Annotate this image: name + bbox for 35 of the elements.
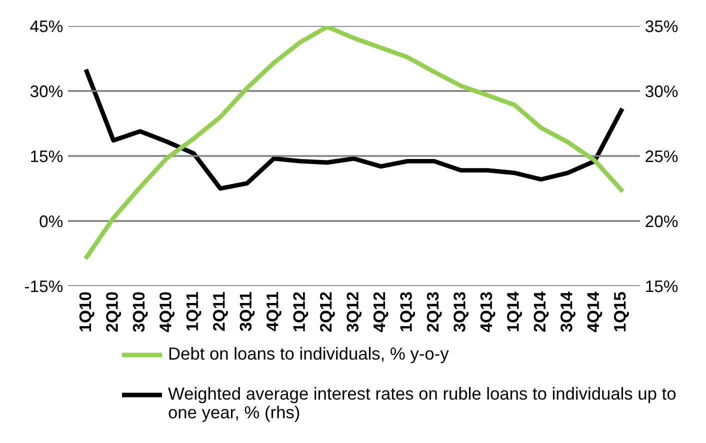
x-tick-label: 1Q12 [293,292,308,332]
x-tick-label: 2Q14 [534,292,549,332]
x-tick-label: 1Q13 [400,292,416,332]
y-tick-label: 30% [30,85,63,98]
y2-tick-label: 35% [645,20,678,32]
x-tick-label: 4Q10 [160,292,174,332]
x-tick-label: 4Q11 [266,292,282,332]
x-tick-label: 3Q10 [132,292,148,332]
x-tick-label: 2Q10 [106,292,122,332]
x-tick-label: 1Q10 [79,292,94,332]
legend-label: Weighted average interest rates on ruble loans to individuals up to one year, % (rhs) [168,387,676,422]
line-series [84,69,624,191]
x-tick-label: 4Q14 [587,292,602,332]
x-tick-label: 4Q12 [373,292,388,332]
y2-tick-label: 25% [646,150,678,162]
x-tick-label: 2Q11 [213,292,228,331]
x-tick-label: 1Q14 [507,292,522,332]
y-tick-label: -15% [24,280,63,292]
x-tick-label: 1Q15 [614,292,629,332]
x-tick-label: 2Q13 [426,292,442,332]
x-tick-label: 3Q13 [454,292,469,332]
y2-tick-label: 15% [646,280,678,292]
line-series [84,26,624,260]
x-tick-label: 2Q12 [320,292,335,332]
x-tick-label: 1Q11 [186,292,202,330]
y2-tick-label: 30% [645,85,678,98]
x-tick-label: 3Q12 [346,292,362,332]
y-tick-label: 15% [31,150,63,162]
x-tick-label: 3Q11 [240,292,255,332]
x-tick-label: 3Q14 [560,292,576,332]
y-tick-label: 0% [40,215,63,228]
legend-label: Debt on loans to individuals, % y-o-y [169,347,449,364]
x-tick-label: 4Q13 [480,292,496,332]
y2-tick-label: 20% [646,215,678,228]
y-tick-label: 45% [30,20,63,32]
